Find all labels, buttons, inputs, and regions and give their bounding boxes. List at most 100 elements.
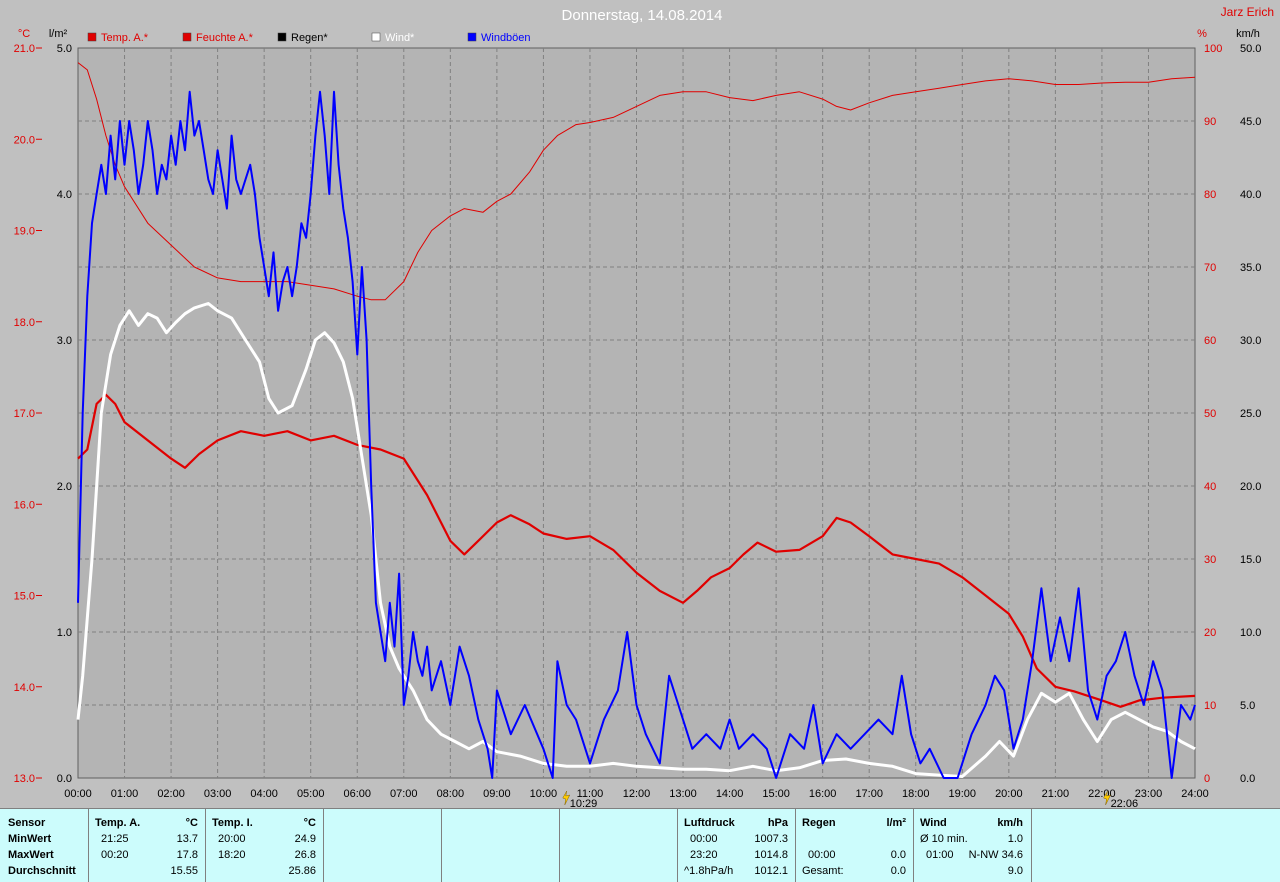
- wind-tick-label: 30.0: [1240, 335, 1261, 347]
- rain-total-value: 0.0: [890, 865, 906, 877]
- x-tick-label: 04:00: [250, 788, 278, 800]
- wind-unit: km/h: [997, 817, 1023, 829]
- markers: 10:29 22:06: [562, 790, 1139, 808]
- x-tick-label: 17:00: [855, 788, 883, 800]
- x-tick-label: 18:00: [902, 788, 930, 800]
- legend-label: Feuchte A.*: [196, 32, 254, 44]
- rain-tick-label: 4.0: [57, 189, 72, 201]
- rain-max-time: 00:00: [808, 849, 836, 861]
- temp-tick-label: 17.0: [14, 408, 35, 420]
- x-tick-label: 00:00: [64, 788, 92, 800]
- weather-chart: Donnerstag, 14.08.2014 Jarz Erich °C l/m…: [14, 5, 1274, 808]
- humidity-tick-label: 60: [1204, 335, 1216, 347]
- wind-max-value: N-NW 34.6: [968, 849, 1023, 861]
- temp-i-min-time: 20:00: [218, 833, 246, 845]
- chart-title: Donnerstag, 14.08.2014: [562, 7, 723, 24]
- legend-swatch: [277, 32, 287, 42]
- humidity-tick-label: 70: [1204, 262, 1216, 274]
- x-tick-label: 06:00: [343, 788, 371, 800]
- marker-label: 22:06: [1111, 798, 1139, 808]
- legend-label: Temp. A.*: [101, 32, 149, 44]
- rain-tick-label: 1.0: [57, 627, 72, 639]
- wind-tick-label: 5.0: [1240, 700, 1255, 712]
- temp-a-min-value: 13.7: [176, 833, 198, 845]
- rain-header: Regen: [802, 817, 836, 829]
- wind-tick-label: 25.0: [1240, 408, 1261, 420]
- series-line-temp-a: [77, 393, 1196, 708]
- temp-tick-label: 16.0: [14, 499, 35, 511]
- temp-tick-label: 20.0: [14, 134, 35, 146]
- x-tick-label: 20:00: [995, 788, 1023, 800]
- x-tick-label: 23:00: [1135, 788, 1163, 800]
- humidity-tick-label: 100: [1204, 43, 1222, 55]
- grid: [78, 48, 1195, 778]
- lightning-marker-icon: [1103, 790, 1112, 806]
- temp-a-max-time: 00:20: [101, 849, 129, 861]
- legend-swatch: [467, 32, 477, 42]
- rain-tick-label: 3.0: [57, 335, 72, 347]
- rain-axis-unit: l/m²: [49, 28, 68, 40]
- wind-tick-label: 50.0: [1240, 43, 1261, 55]
- legend-swatch: [182, 32, 192, 42]
- x-tick-label: 03:00: [204, 788, 232, 800]
- durchschnitt-label: Durchschnitt: [8, 865, 76, 877]
- x-tick-label: 24:00: [1181, 788, 1209, 800]
- temp-i-unit: °C: [303, 817, 316, 829]
- humidity-axis-unit: %: [1197, 28, 1207, 40]
- legend-swatch: [87, 32, 97, 42]
- x-tick-label: 09:00: [483, 788, 511, 800]
- x-tick-label: 21:00: [1042, 788, 1070, 800]
- temp-a-min-time: 21:25: [101, 833, 129, 845]
- x-tick-label: 07:00: [390, 788, 418, 800]
- wind-avg-label: Ø 10 min.: [920, 833, 968, 845]
- pressure-max-value: 1014.8: [754, 849, 788, 861]
- x-tick-label: 14:00: [716, 788, 744, 800]
- x-tick-label: 15:00: [762, 788, 790, 800]
- rain-tick-label: 2.0: [57, 481, 72, 493]
- temp-i-max-value: 26.8: [294, 849, 316, 861]
- author-label: Jarz Erich: [1221, 5, 1274, 19]
- temp-a-max-value: 17.8: [176, 849, 198, 861]
- series: [76, 62, 1196, 779]
- humidity-tick-label: 0: [1204, 773, 1210, 785]
- x-tick-label: 12:00: [623, 788, 651, 800]
- rain-total-label: Gesamt:: [802, 865, 844, 877]
- wind-tick-label: 0.0: [1240, 773, 1255, 785]
- humidity-tick-label: 80: [1204, 189, 1216, 201]
- wind-tick-label: 15.0: [1240, 554, 1261, 566]
- temp-i-header: Temp. I.: [212, 817, 253, 829]
- pressure-trend: ^1.8hPa/h: [684, 865, 734, 877]
- wind-tick-label: 40.0: [1240, 189, 1261, 201]
- axes: 00:00 01:00 02:00 03:00 04:00 05:00 06:00 07:00…: [14, 43, 1262, 800]
- humidity-tick-label: 30: [1204, 554, 1216, 566]
- wind-max-time: 01:00: [926, 849, 954, 861]
- temp-tick-label: 13.0: [14, 773, 35, 785]
- x-tick-label: 11:00: [577, 788, 604, 800]
- temp-a-header: Temp. A.: [95, 817, 141, 829]
- pressure-min-value: 1007.3: [754, 833, 788, 845]
- wind-tick-label: 20.0: [1240, 481, 1261, 493]
- temp-i-min-value: 24.9: [294, 833, 316, 845]
- pressure-unit: hPa: [767, 817, 788, 829]
- wind-tick-label: 10.0: [1240, 627, 1261, 639]
- marker-label: 10:29: [570, 798, 598, 808]
- x-tick-label: 02:00: [157, 788, 185, 800]
- pressure-header: Luftdruck: [684, 817, 735, 829]
- temp-i-avg-value: 25.86: [288, 865, 316, 877]
- lightning-marker-icon: [562, 790, 571, 806]
- legend-label: Windböen: [481, 32, 531, 44]
- humidity-tick-label: 10: [1204, 700, 1216, 712]
- wind-avg-value: 1.0: [1007, 833, 1023, 845]
- series-line-windb-en: [77, 90, 1196, 779]
- temp-i-max-time: 18:20: [218, 849, 246, 861]
- series-line-wind: [76, 302, 1196, 778]
- temp-a-unit: °C: [185, 817, 198, 829]
- wind-axis-unit: km/h: [1236, 28, 1260, 40]
- temp-a-avg-value: 15.55: [170, 865, 198, 877]
- x-tick-label: 16:00: [809, 788, 837, 800]
- wind-header: Wind: [920, 817, 947, 829]
- legend-label: Regen*: [291, 32, 328, 44]
- maxwert-label: MaxWert: [8, 849, 54, 861]
- humidity-tick-label: 50: [1204, 408, 1216, 420]
- temp-tick-label: 14.0: [14, 682, 35, 694]
